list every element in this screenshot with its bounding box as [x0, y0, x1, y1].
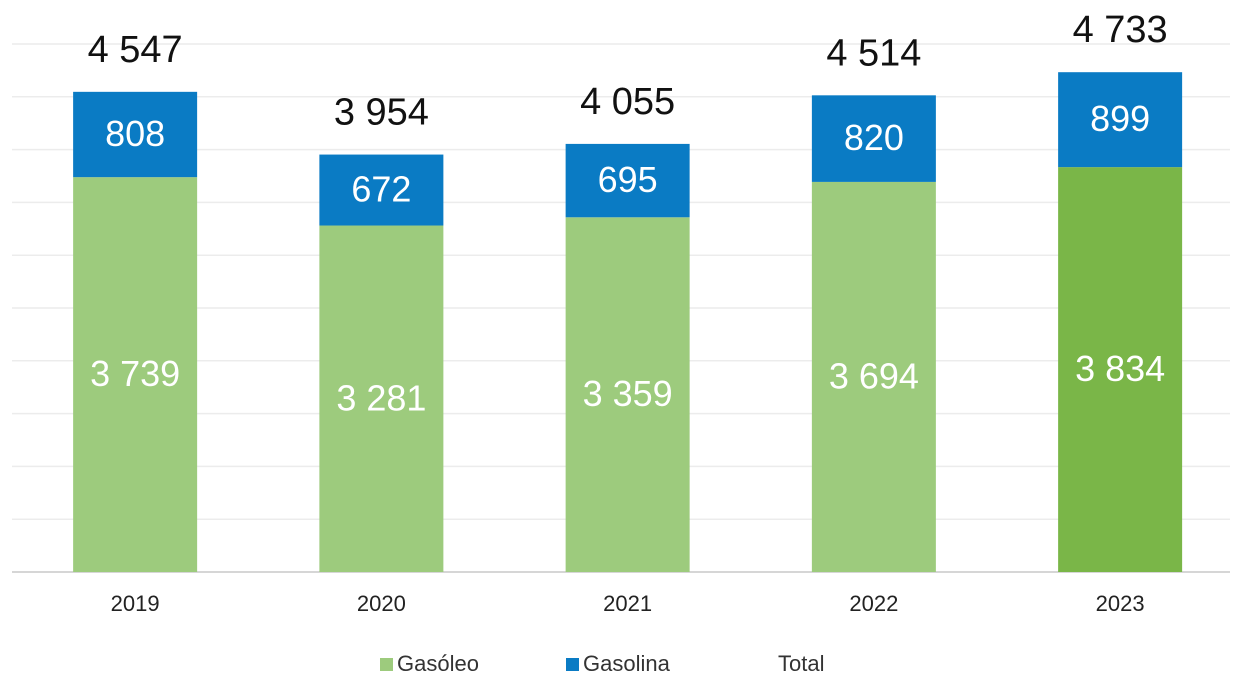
bar-segment	[1058, 167, 1183, 573]
bar-segment	[73, 177, 198, 572]
data-label: 820	[844, 117, 904, 158]
data-label: 899	[1090, 98, 1150, 139]
legend-label: Gasóleo	[397, 651, 479, 676]
data-label: 672	[351, 169, 411, 210]
total-label: 3 954	[334, 91, 429, 133]
bar-segment	[565, 143, 690, 218]
bar-segment	[319, 154, 444, 226]
total-label: 4 547	[88, 29, 183, 71]
legend-marker	[566, 658, 579, 671]
data-label: 3 359	[583, 373, 673, 414]
data-label: 3 694	[829, 355, 919, 396]
x-tick-label: 2023	[1096, 591, 1145, 616]
data-label: 695	[598, 159, 658, 200]
legend-label: Total	[778, 651, 824, 676]
data-label: 3 739	[90, 353, 180, 394]
data-label: 3 281	[336, 377, 426, 418]
total-label: 4 514	[826, 32, 921, 74]
bar-segment	[319, 225, 444, 572]
data-label: 808	[105, 113, 165, 154]
x-tick-label: 2021	[603, 591, 652, 616]
x-tick-label: 2020	[357, 591, 406, 616]
total-label: 4 055	[580, 81, 675, 123]
bar-segment	[811, 95, 936, 182]
x-tick-label: 2022	[849, 591, 898, 616]
total-label: 4 733	[1073, 9, 1168, 51]
bar-segment	[1058, 72, 1183, 168]
bar-segment	[811, 181, 936, 572]
legend-label: Gasolina	[583, 651, 671, 676]
bar-segment	[565, 217, 690, 572]
legend-marker	[380, 658, 393, 671]
bar-segment	[73, 91, 198, 178]
x-tick-label: 2019	[111, 591, 160, 616]
data-label: 3 834	[1075, 348, 1165, 389]
